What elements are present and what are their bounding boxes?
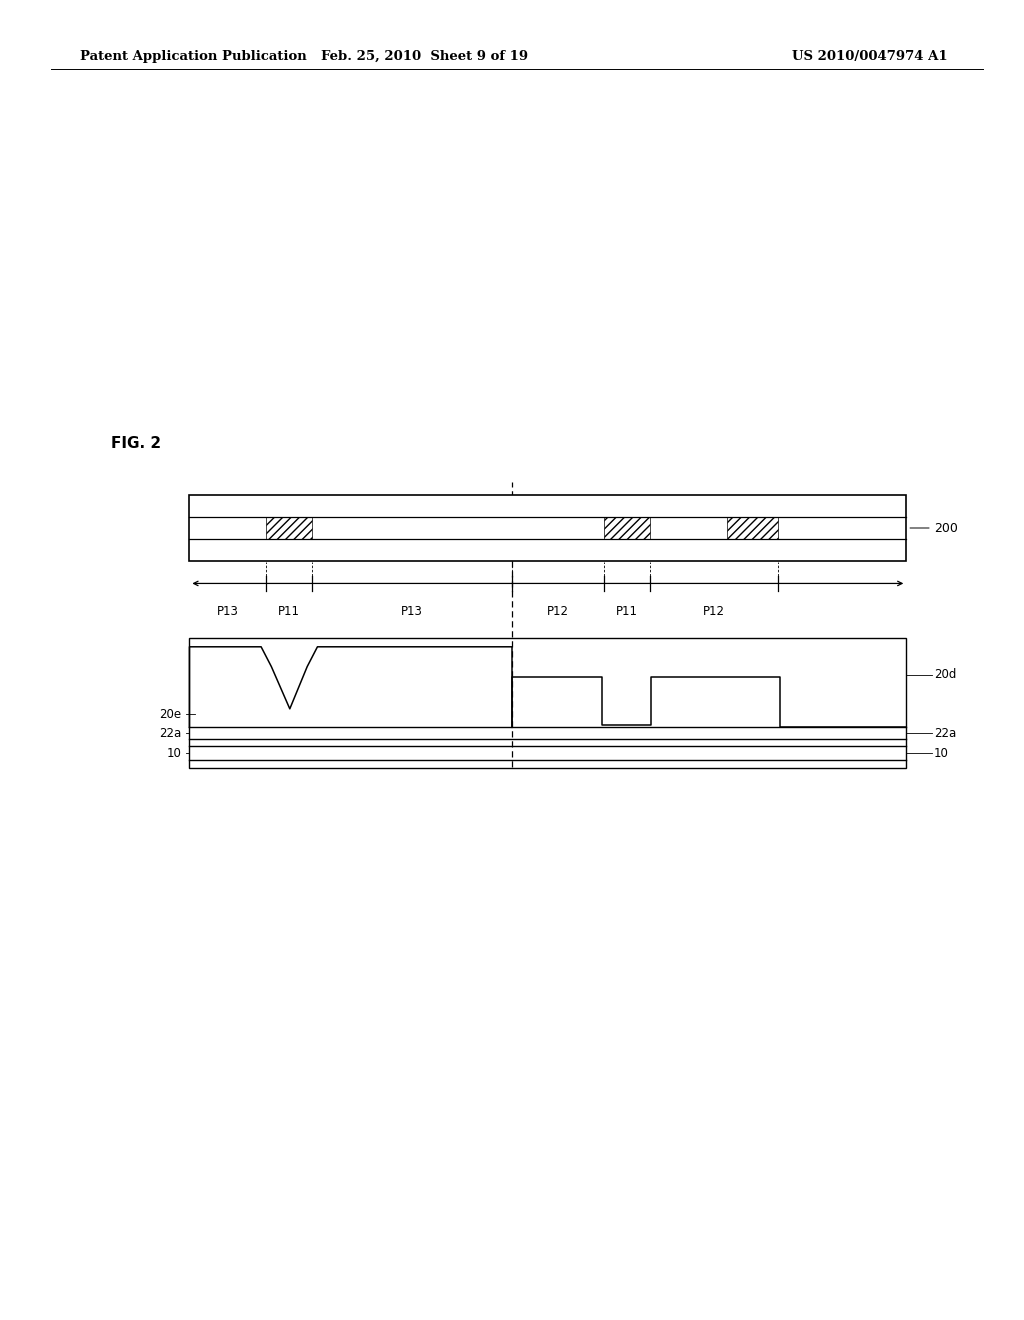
Text: 20d: 20d [934, 668, 956, 681]
Text: P11: P11 [616, 605, 638, 618]
Text: 10: 10 [934, 747, 949, 759]
Text: 20e: 20e [159, 708, 181, 721]
Bar [727, 517, 778, 539]
Text: Patent Application Publication: Patent Application Publication [80, 50, 306, 63]
Text: FIG. 2: FIG. 2 [111, 436, 161, 450]
Bar [604, 517, 650, 539]
Text: Feb. 25, 2010  Sheet 9 of 19: Feb. 25, 2010 Sheet 9 of 19 [322, 50, 528, 63]
Bar [189, 495, 906, 561]
Text: P13: P13 [401, 605, 423, 618]
Text: P11: P11 [279, 605, 300, 618]
Bar [189, 638, 906, 768]
Text: US 2010/0047974 A1: US 2010/0047974 A1 [792, 50, 947, 63]
Text: 22a: 22a [934, 727, 956, 739]
Text: 10: 10 [166, 747, 181, 759]
Text: 22a: 22a [159, 727, 181, 739]
Text: 200: 200 [934, 521, 957, 535]
Bar [266, 517, 312, 539]
Text: P13: P13 [217, 605, 239, 618]
Text: P12: P12 [703, 605, 725, 618]
Text: P12: P12 [547, 605, 569, 618]
